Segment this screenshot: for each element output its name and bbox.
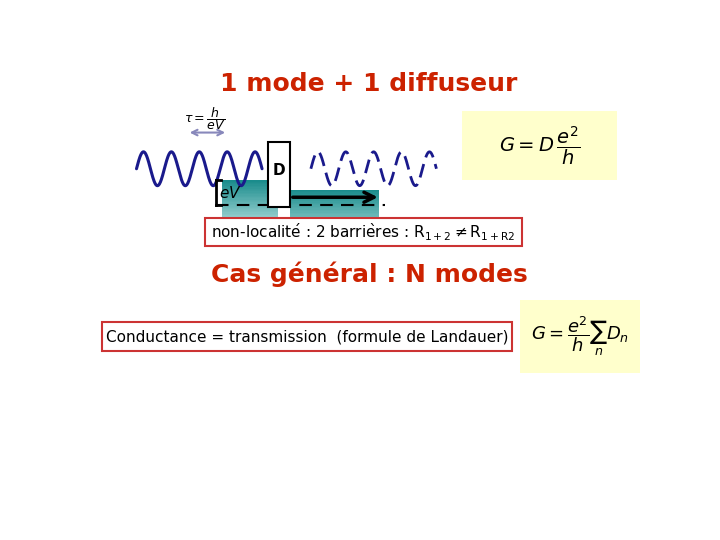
Text: D: D	[273, 163, 285, 178]
Bar	[290, 233, 379, 234]
Bar	[222, 229, 277, 230]
Bar	[290, 243, 379, 245]
Bar	[102, 322, 513, 351]
Bar	[222, 225, 277, 226]
Bar	[222, 197, 277, 198]
Bar	[222, 201, 277, 202]
Bar	[222, 220, 277, 222]
Bar	[269, 142, 290, 207]
Bar	[204, 218, 523, 246]
Bar	[290, 215, 379, 217]
Bar	[290, 217, 379, 218]
Bar	[290, 210, 379, 211]
Bar	[290, 205, 379, 207]
Bar	[290, 227, 379, 228]
Bar	[290, 197, 379, 198]
Bar	[222, 183, 277, 185]
Bar	[290, 236, 379, 237]
Bar	[222, 190, 277, 191]
Bar	[290, 228, 379, 230]
Bar	[290, 211, 379, 213]
Bar	[222, 205, 277, 207]
Bar	[290, 207, 379, 208]
Bar	[290, 208, 379, 210]
Bar	[290, 218, 379, 220]
Bar	[290, 224, 379, 226]
Bar	[222, 186, 277, 187]
Bar	[222, 212, 277, 213]
Bar	[290, 234, 379, 236]
Bar	[222, 198, 277, 200]
Bar	[222, 195, 277, 197]
Text: Cas général : N modes: Cas général : N modes	[211, 261, 527, 287]
Bar	[222, 219, 277, 220]
Bar	[222, 208, 277, 210]
Bar	[222, 191, 277, 193]
Bar	[462, 111, 617, 180]
Text: $\tau = \dfrac{h}{eV}$: $\tau = \dfrac{h}{eV}$	[184, 105, 225, 132]
Bar	[290, 222, 379, 224]
Bar	[222, 218, 277, 219]
Bar	[222, 227, 277, 229]
Bar	[222, 211, 277, 212]
Bar	[290, 245, 379, 246]
Bar	[222, 181, 277, 183]
Text: 1 mode + 1 diffuseur: 1 mode + 1 diffuseur	[220, 72, 518, 96]
Bar	[222, 207, 277, 208]
Bar	[290, 202, 379, 204]
Bar	[290, 200, 379, 201]
Bar	[290, 213, 379, 214]
Text: $G = \dfrac{e^2}{h}\sum_n D_n$: $G = \dfrac{e^2}{h}\sum_n D_n$	[531, 315, 629, 358]
Bar	[222, 210, 277, 211]
Bar	[222, 193, 277, 194]
Bar	[222, 222, 277, 223]
Bar	[290, 230, 379, 232]
Bar	[290, 214, 379, 215]
Text: non-localit$\rm{\acute{e}}$ : 2 barri$\rm{\grave{e}}$res : R$_{\rm{1+2}}$$\neq$R: non-localit$\rm{\acute{e}}$ : 2 barri$\r…	[211, 221, 516, 242]
Text: $G = D\,\dfrac{e^2}{h}$: $G = D\,\dfrac{e^2}{h}$	[499, 124, 580, 167]
Text: Conductance = transmission  (formule de Landauer): Conductance = transmission (formule de L…	[106, 329, 508, 344]
Bar	[290, 191, 379, 192]
Bar	[222, 233, 277, 234]
Bar	[290, 240, 379, 241]
Bar	[520, 300, 640, 373]
Bar	[290, 237, 379, 239]
Bar	[222, 230, 277, 232]
Bar	[290, 204, 379, 205]
Bar	[290, 232, 379, 233]
Bar	[222, 223, 277, 225]
Bar	[290, 194, 379, 195]
Bar	[290, 220, 379, 221]
Bar	[290, 241, 379, 243]
Bar	[290, 246, 379, 247]
Bar	[290, 221, 379, 222]
Bar	[222, 226, 277, 227]
Bar	[290, 198, 379, 200]
Bar	[290, 190, 379, 191]
Bar	[222, 194, 277, 195]
Bar	[222, 217, 277, 218]
Bar	[290, 192, 379, 194]
Bar	[222, 213, 277, 215]
Bar	[222, 188, 277, 190]
Bar	[222, 234, 277, 236]
Bar	[290, 195, 379, 197]
Bar	[290, 226, 379, 227]
Bar	[222, 204, 277, 205]
Bar	[222, 180, 277, 181]
Bar	[222, 187, 277, 188]
Bar	[222, 202, 277, 204]
Bar	[290, 239, 379, 240]
Bar	[222, 232, 277, 233]
Text: $eV$: $eV$	[219, 185, 241, 201]
Bar	[222, 200, 277, 201]
Bar	[290, 201, 379, 202]
Bar	[222, 215, 277, 217]
Bar	[222, 185, 277, 186]
